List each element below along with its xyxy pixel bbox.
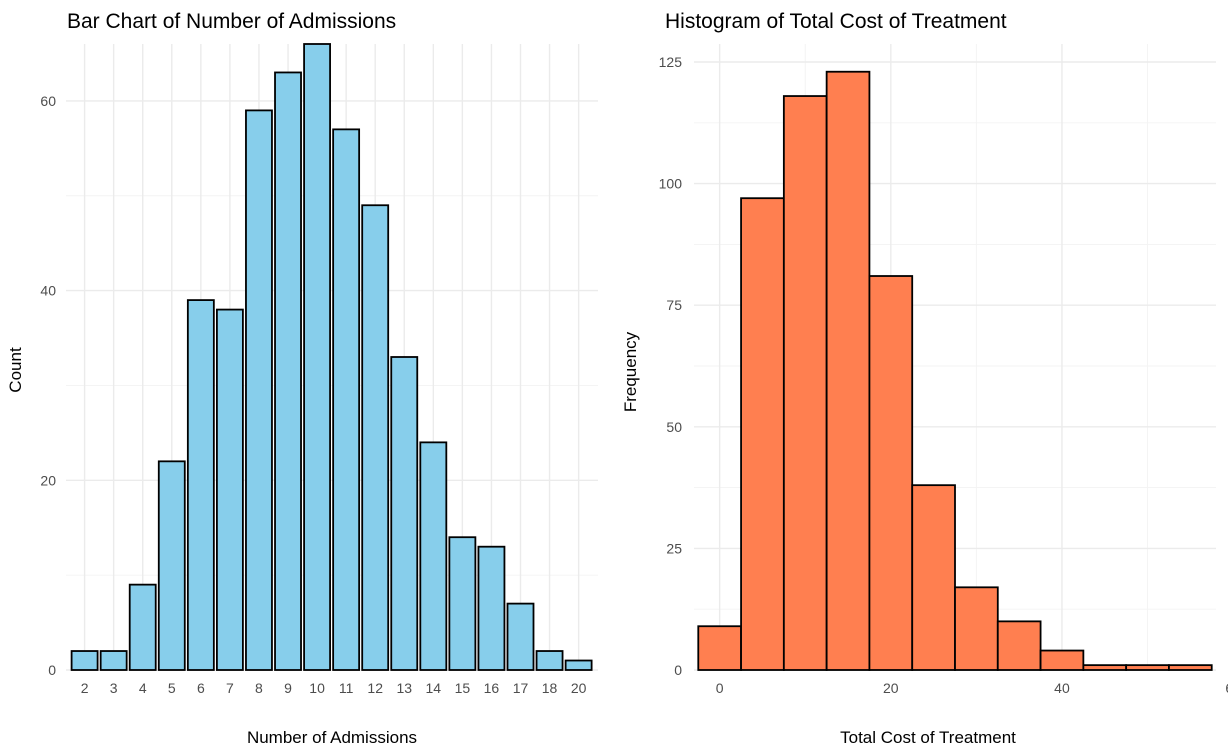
bar (186, 299, 215, 671)
x-tick-label: 20 (571, 680, 587, 696)
left-y-axis-title: Count (6, 347, 25, 393)
bar (390, 356, 419, 671)
y-tick-label: 125 (659, 54, 683, 70)
left-x-axis-title: Number of Admissions (247, 728, 417, 747)
x-tick-label: 17 (513, 680, 529, 696)
bar (448, 536, 477, 671)
x-tick-label: 3 (110, 680, 118, 696)
y-tick-label: 100 (659, 176, 683, 192)
histogram-bar (911, 484, 956, 671)
x-tick-label: 5 (168, 680, 176, 696)
right-y-axis-title: Frequency (621, 331, 640, 412)
y-tick-label: 20 (40, 472, 56, 488)
right-chart-title: Histogram of Total Cost of Treatment (665, 10, 1007, 33)
bar (564, 659, 593, 671)
bar (157, 460, 186, 671)
bar (99, 650, 128, 671)
y-tick-label: 50 (666, 419, 682, 435)
bar (535, 650, 564, 671)
x-tick-label: 9 (284, 680, 292, 696)
histogram-bar (825, 70, 871, 671)
right-x-tick-labels: 0 20 40 60 (716, 680, 1228, 696)
left-chart-title: Bar Chart of Number of Admissions (67, 10, 396, 33)
bar (332, 128, 361, 671)
histogram-bar (1125, 664, 1170, 671)
x-tick-label: 13 (396, 680, 412, 696)
y-tick-label: 25 (666, 540, 682, 556)
bar (274, 71, 302, 671)
histogram-bar (868, 275, 914, 671)
x-tick-label: 18 (542, 680, 558, 696)
right-y-tick-labels: 0 25 50 75 100 125 (659, 54, 683, 678)
histogram-bar (740, 197, 785, 671)
y-tick-label: 75 (666, 297, 682, 313)
histogram-bar (782, 95, 828, 671)
x-tick-label: 60 (1225, 680, 1228, 696)
left-gridlines (66, 44, 598, 671)
x-tick-label: 15 (455, 680, 471, 696)
histogram-bar (1039, 649, 1085, 671)
x-tick-label: 8 (255, 680, 263, 696)
admissions-bar-chart: Bar Chart of Number of Admissions 0 20 40 6… (6, 10, 598, 747)
bar (215, 308, 244, 671)
histogram-bar (697, 625, 742, 671)
histogram-bar (954, 586, 999, 671)
cost-histogram: Histogram of Total Cost of Treatment 0 25… (621, 10, 1228, 747)
x-tick-label: 7 (226, 680, 234, 696)
right-bars (697, 70, 1213, 671)
x-tick-label: 0 (716, 680, 724, 696)
histogram-bar (1082, 664, 1128, 671)
bar (128, 583, 157, 671)
left-bars (70, 43, 593, 671)
left-x-tick-labels: 2 3 4 5 6 7 8 9 10 11 12 13 14 15 16 17 18 20 (81, 680, 587, 696)
bar (70, 650, 99, 671)
y-tick-label: 0 (48, 662, 56, 678)
x-tick-label: 2 (81, 680, 89, 696)
bar (419, 441, 448, 671)
bar (245, 109, 273, 671)
histogram-bar (996, 620, 1042, 671)
x-tick-label: 20 (883, 680, 899, 696)
x-tick-label: 40 (1054, 680, 1070, 696)
x-tick-label: 4 (139, 680, 147, 696)
x-tick-label: 14 (426, 680, 442, 696)
x-tick-label: 16 (484, 680, 500, 696)
bar (506, 602, 535, 671)
right-x-axis-title: Total Cost of Treatment (840, 728, 1016, 747)
y-tick-label: 40 (40, 283, 56, 299)
bar (477, 545, 506, 671)
y-tick-label: 60 (40, 93, 56, 109)
x-tick-label: 12 (367, 680, 383, 696)
bar (303, 43, 331, 671)
y-tick-label: 0 (674, 662, 682, 678)
left-y-tick-labels: 0 20 40 60 (40, 93, 56, 678)
x-tick-label: 6 (197, 680, 205, 696)
histogram-bar (1168, 664, 1213, 671)
x-tick-label: 10 (309, 680, 325, 696)
bar (361, 204, 390, 671)
x-tick-label: 11 (339, 680, 354, 696)
